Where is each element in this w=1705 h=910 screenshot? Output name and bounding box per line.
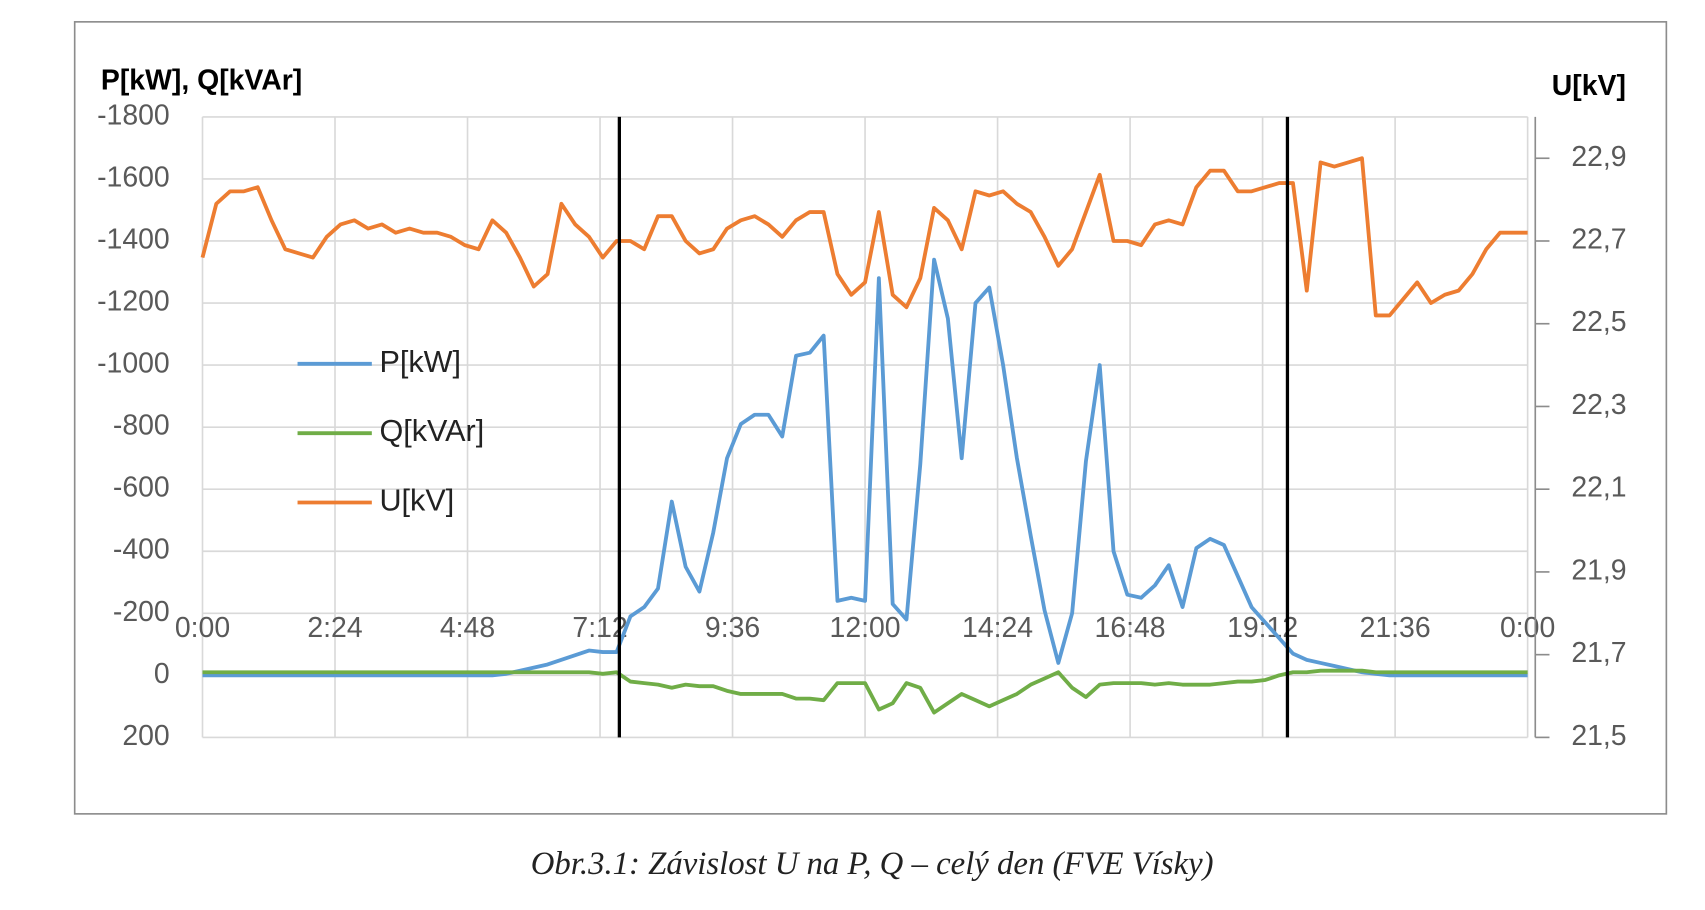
y-axis-title: P[kW], Q[kVAr] <box>101 64 302 96</box>
y2-tick-label: 21,9 <box>1571 554 1626 586</box>
chart-frame <box>73 21 1668 815</box>
y-tick-label: -1600 <box>97 161 170 193</box>
y2-tick-label: 22,1 <box>1571 472 1626 504</box>
y2-tick-label: 22,5 <box>1571 306 1626 338</box>
x-tick-label: 14:24 <box>962 612 1033 644</box>
y-tick-label: -1000 <box>97 348 170 380</box>
x-tick-label: 16:48 <box>1095 612 1166 644</box>
y2-axis-title: U[kV] <box>1552 70 1626 102</box>
y-tick-label: -1800 <box>97 99 170 131</box>
y-tick-label: 0 <box>154 658 170 690</box>
series-line <box>202 257 1528 678</box>
series-line <box>200 156 1528 318</box>
y-tick-label: -1200 <box>97 286 170 318</box>
legend-label: Q[kVAr] <box>379 414 484 448</box>
x-tick-label: 2:24 <box>307 612 362 644</box>
legend-label: P[kW] <box>379 345 461 379</box>
y-tick-label: 200 <box>122 720 169 752</box>
y2-tick-label: 21,7 <box>1571 637 1626 669</box>
y2-tick-label: 21,5 <box>1571 720 1626 752</box>
legend-label: U[kV] <box>379 484 454 518</box>
x-tick-label: 21:36 <box>1360 612 1431 644</box>
y2-tick-label: 22,7 <box>1571 223 1626 255</box>
caption: Obr.3.1: Závislost U na P, Q – celý den … <box>531 846 1214 882</box>
y-tick-label: -800 <box>113 410 170 442</box>
y-tick-label: -200 <box>113 596 170 628</box>
y-tick-label: -600 <box>113 472 170 504</box>
x-tick-label: 4:48 <box>440 612 495 644</box>
y-tick-label: -1400 <box>97 223 170 255</box>
y-tick-label: -400 <box>113 534 170 566</box>
x-tick-label: 9:36 <box>705 612 760 644</box>
x-tick-label: 0:00 <box>175 612 230 644</box>
y2-tick-label: 22,3 <box>1571 389 1626 421</box>
x-tick-label: 0:00 <box>1500 612 1555 644</box>
y2-tick-label: 22,9 <box>1571 141 1626 173</box>
series-line <box>202 668 1528 715</box>
x-tick-label: 12:00 <box>830 612 901 644</box>
